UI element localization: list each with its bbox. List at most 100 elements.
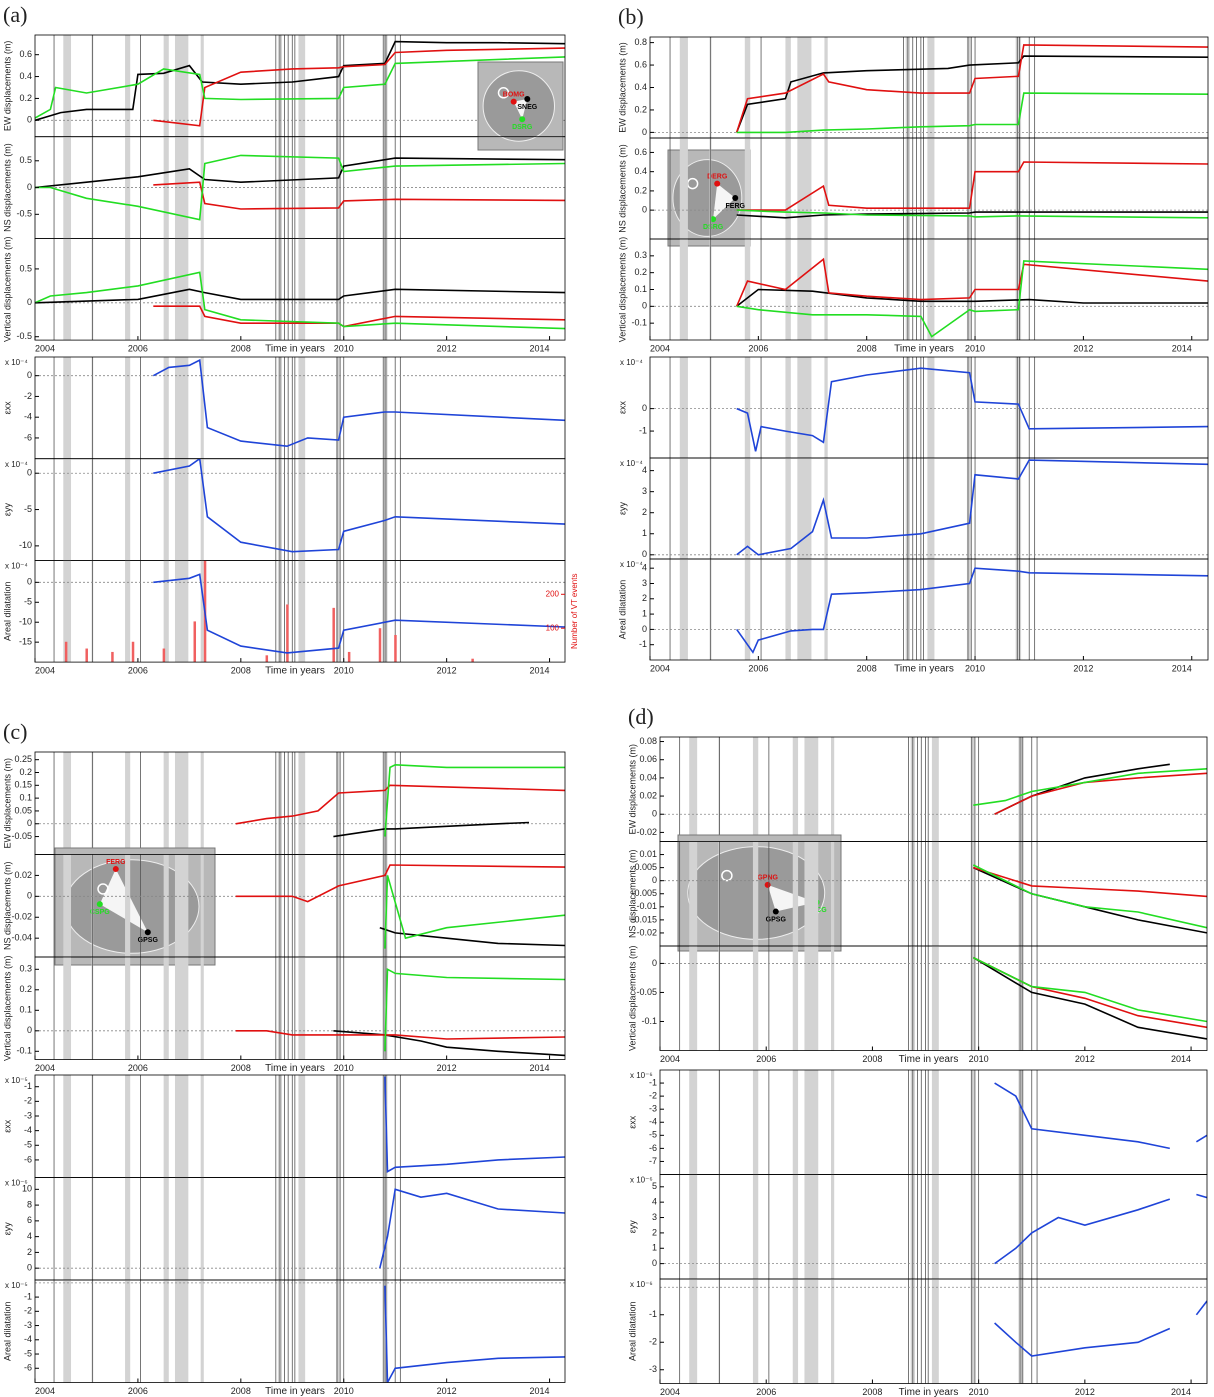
- eruption-band: [797, 239, 812, 340]
- eruption-band: [63, 752, 72, 855]
- y-tick-label: -3: [24, 1320, 32, 1330]
- eruption-band: [966, 559, 971, 660]
- eruption-band: [831, 737, 835, 842]
- station-label: DSRG: [703, 224, 724, 231]
- y-tick-label: -10: [19, 540, 32, 550]
- eruption-band: [298, 1075, 306, 1178]
- x-tick-label: 2010: [334, 1063, 354, 1073]
- eruption-band: [174, 1280, 189, 1383]
- subplot: [650, 239, 1208, 340]
- y-tick-label: -0.015: [631, 914, 657, 924]
- subplot: [660, 1174, 1207, 1279]
- eruption-band: [689, 1174, 698, 1279]
- eruption-band: [831, 841, 835, 946]
- series-line: [736, 209, 1208, 219]
- eruption-band: [200, 1177, 204, 1280]
- y-tick-label: -5: [24, 1348, 32, 1358]
- eruption-band: [200, 560, 204, 663]
- eruption-band: [1015, 458, 1022, 559]
- y-tick-label: 0: [642, 205, 647, 215]
- y-tick-label: -5: [24, 597, 32, 607]
- subplot: [35, 35, 565, 137]
- y-tick-label: -0.005: [631, 888, 657, 898]
- eruption-band: [824, 458, 828, 559]
- x-tick-label: 2008: [231, 1386, 251, 1396]
- y-tick-label: 0: [27, 182, 32, 192]
- y-tick-label: 2: [652, 1227, 657, 1237]
- x-tick-label: 2012: [437, 343, 457, 353]
- eruption-band: [931, 1279, 939, 1384]
- y-axis-label: εyy: [617, 501, 627, 515]
- eruption-band: [1018, 946, 1024, 1051]
- y-tick-label: -2: [649, 1337, 657, 1347]
- vt-bar: [286, 604, 289, 663]
- eruption-band: [63, 238, 72, 341]
- eruption-band: [174, 136, 189, 239]
- eruption-band: [927, 458, 935, 559]
- axes-frame: [34, 237, 566, 341]
- eruption-band: [125, 1075, 131, 1178]
- y-tick-label: 0.2: [19, 984, 32, 994]
- subplot: [660, 841, 1207, 946]
- y-tick-label: 0.2: [634, 267, 647, 277]
- y-tick-label: -0.05: [636, 987, 657, 997]
- eruption-band: [63, 458, 72, 561]
- eruption-band: [336, 957, 340, 1060]
- series-line: [235, 864, 565, 903]
- y-tick-label: -0.01: [636, 901, 657, 911]
- y-axis-label: NS displacements (m): [617, 144, 627, 233]
- series-line: [153, 47, 565, 127]
- series-line: [972, 956, 1207, 1040]
- y-tick-label: 0.02: [639, 790, 657, 800]
- eruption-band: [792, 1070, 799, 1175]
- series-line: [153, 181, 565, 210]
- eruption-band: [382, 458, 388, 561]
- inset-triangle: [767, 884, 817, 912]
- x-tick-label: 2010: [334, 343, 354, 353]
- eruption-band: [63, 957, 72, 1060]
- eruption-band: [163, 458, 169, 561]
- eruption-band: [792, 1279, 799, 1384]
- y-tick-label: 0: [27, 1025, 32, 1035]
- y-tick-label: 2: [27, 1247, 32, 1257]
- eruption-band: [200, 458, 204, 561]
- eruption-band: [63, 854, 72, 957]
- eruption-band: [824, 37, 828, 138]
- eruption-band: [336, 35, 340, 137]
- vt-bar: [131, 641, 135, 663]
- axes-frame: [34, 560, 566, 663]
- y-tick-label: -4: [24, 412, 32, 422]
- y-tick-label: 0.005: [634, 862, 657, 872]
- y2-tick-label: 100: [546, 623, 560, 632]
- series-line: [736, 459, 1208, 556]
- y-tick-label: -0.02: [636, 927, 657, 937]
- eruption-band: [931, 1070, 939, 1175]
- series-line: [994, 1193, 1207, 1265]
- eruption-band: [970, 737, 975, 842]
- station-label: DSRG: [512, 124, 533, 131]
- y-tick-label: 0: [27, 370, 32, 380]
- subplot: [53, 1075, 565, 1178]
- y-tick-label: 0.02: [14, 870, 32, 880]
- inset-crater: [497, 87, 510, 99]
- x-tick-label: 2014: [530, 1386, 550, 1396]
- eruption-band: [174, 560, 189, 663]
- y-tick-label: 0: [652, 1258, 657, 1268]
- x-axis-label: Time in years: [265, 344, 325, 355]
- y-tick-label: 3: [642, 486, 647, 496]
- series-line: [153, 458, 565, 553]
- y-tick-label: -1: [639, 639, 647, 649]
- eruption-band: [174, 35, 189, 137]
- y-tick-label: -2: [649, 1091, 657, 1101]
- eruption-band: [163, 752, 169, 855]
- eruption-band: [336, 1075, 340, 1178]
- y-tick-label: 8: [27, 1199, 32, 1209]
- eruption-band: [785, 138, 791, 239]
- scale-label: x 10⁻⁵: [5, 1076, 28, 1085]
- x-tick-label: 2014: [530, 1063, 550, 1073]
- y-axis-label: NS displacements (m): [627, 849, 637, 938]
- eruption-band: [382, 957, 388, 1060]
- eruption-band: [163, 560, 169, 663]
- eruption-band: [200, 957, 204, 1060]
